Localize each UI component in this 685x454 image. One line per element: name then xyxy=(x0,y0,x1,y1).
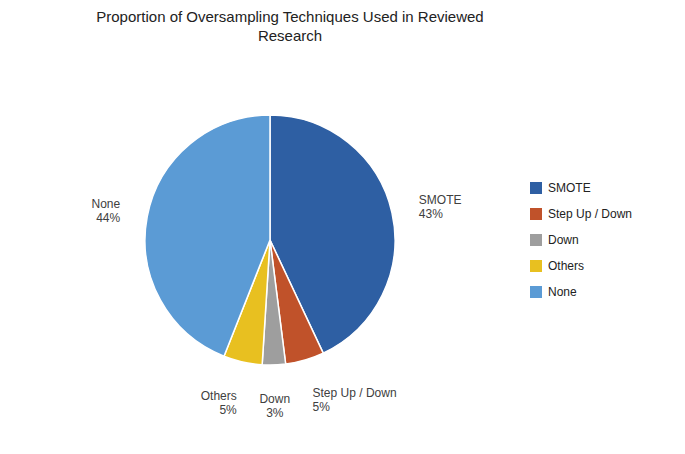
data-label-value: 5% xyxy=(313,400,331,414)
legend-swatch xyxy=(530,286,542,298)
legend-label: SMOTE xyxy=(548,181,591,195)
legend-swatch xyxy=(530,208,542,220)
legend-label: Down xyxy=(548,233,579,247)
title: Proportion of Oversampling Techniques Us… xyxy=(96,8,483,44)
data-label-value: 5% xyxy=(219,403,237,417)
data-label-name: None xyxy=(92,197,121,211)
chart: Proportion of Oversampling Techniques Us… xyxy=(0,0,685,454)
data-label-name: Step Up / Down xyxy=(313,386,397,400)
legend-swatch xyxy=(530,182,542,194)
data-label-name: SMOTE xyxy=(419,193,462,207)
data-label-name: Others xyxy=(201,389,237,403)
pie xyxy=(145,115,395,365)
data-label-value: 3% xyxy=(266,406,284,420)
legend-swatch xyxy=(530,260,542,272)
legend-label: Others xyxy=(548,259,584,273)
data-label-value: 44% xyxy=(96,211,120,225)
legend-label: Step Up / Down xyxy=(548,207,632,221)
legend-label: None xyxy=(548,285,577,299)
title-line: Proportion of Oversampling Techniques Us… xyxy=(96,8,483,25)
legend-swatch xyxy=(530,234,542,246)
data-label-value: 43% xyxy=(419,207,443,221)
legend: SMOTE Step Up / Down Down Others None xyxy=(530,181,632,299)
title-line: Research xyxy=(258,27,322,44)
data-label-name: Down xyxy=(259,392,290,406)
slice xyxy=(145,115,270,356)
data-labels: SMOTE43%Step Up / Down5%Down3%Others5%No… xyxy=(92,193,462,421)
